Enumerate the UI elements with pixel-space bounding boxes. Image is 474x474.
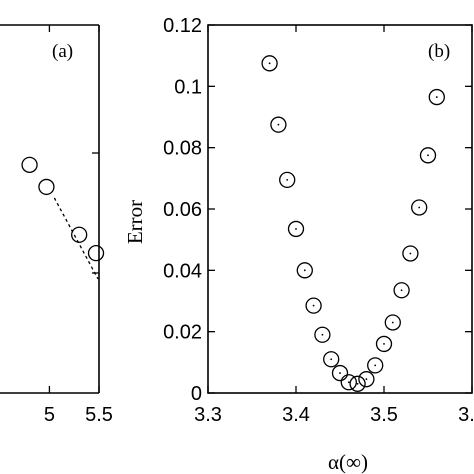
data-point (411, 199, 428, 216)
y-tick-label: 0 (191, 383, 202, 405)
data-point (375, 335, 393, 353)
data-point-circle (287, 220, 305, 238)
data-point-center (427, 154, 429, 157)
y-tick-label: 0.04 (163, 260, 202, 282)
data-point-center (435, 96, 438, 98)
x-tick-label: 3.4 (282, 404, 310, 426)
data-point-circle (358, 371, 375, 388)
panel-a-dashed-fit-line (53, 197, 99, 280)
data-point-circle (323, 351, 340, 368)
data-point-circle (384, 314, 401, 331)
data-point-center (268, 62, 271, 65)
data-point-circle (261, 55, 278, 72)
data-point-circle (375, 335, 393, 353)
data-point-circle (402, 245, 419, 262)
data-point (358, 371, 375, 388)
panel-a-points (21, 156, 105, 262)
data-point-circle (428, 88, 445, 106)
data-point-center (295, 228, 297, 230)
panel-a-frame (0, 24, 100, 394)
data-point (393, 282, 410, 299)
panel-a-data-point (38, 178, 55, 196)
data-point-circle (314, 326, 331, 343)
data-point (331, 364, 349, 382)
data-point-center (391, 321, 394, 324)
data-point-circle (419, 147, 437, 164)
data-point-circle (270, 116, 287, 133)
panel-a-x-tick-label: 5 (44, 404, 55, 426)
data-point (261, 55, 278, 72)
data-point-circle (349, 375, 366, 392)
data-point-circle (411, 199, 428, 216)
y-tick-label: 0.08 (163, 138, 202, 160)
data-point (296, 262, 313, 279)
panel-a-label: (a) (52, 41, 73, 62)
data-point-center (409, 252, 412, 255)
data-point (349, 375, 366, 392)
panel-b-label: (b) (428, 41, 450, 62)
data-point-circle (279, 171, 296, 189)
data-point (323, 351, 340, 368)
data-point-circle (340, 374, 357, 391)
data-point (384, 314, 401, 331)
data-point (270, 116, 287, 133)
data-point-center (356, 382, 359, 385)
data-point-center (383, 343, 385, 345)
panel-a-data-point (21, 156, 38, 173)
data-point-center (321, 333, 324, 336)
panel-b-frame (207, 24, 473, 394)
data-point-circle (331, 364, 349, 382)
data-point-circle (367, 357, 384, 374)
panel-a-ticks: 5 5.5 (44, 25, 113, 426)
panel-a-data-point (87, 245, 105, 262)
x-axis-label: α(∞) (328, 450, 368, 474)
data-point (279, 171, 296, 189)
panel-a-x-tick-label: 5.5 (85, 404, 113, 426)
panel-b-plot-border (207, 24, 473, 394)
y-tick-label: 0.12 (163, 15, 202, 37)
data-point-center (303, 269, 306, 272)
data-point-center (400, 289, 403, 292)
data-point-circle (393, 282, 410, 299)
data-point (340, 374, 357, 391)
data-point-center (330, 358, 333, 361)
data-point (305, 297, 322, 314)
data-point-center (277, 123, 280, 126)
data-point (428, 88, 445, 106)
data-point-center (312, 304, 315, 307)
y-tick-label: 0.1 (174, 76, 202, 98)
panel-b-points (261, 55, 445, 392)
data-point-circle (305, 297, 322, 314)
y-tick-label: 0.06 (163, 199, 202, 221)
data-point (287, 220, 305, 238)
data-point (419, 147, 437, 164)
data-point (402, 245, 419, 262)
data-point-center (365, 378, 368, 381)
panel-a-fit-line (53, 197, 99, 280)
data-point (367, 357, 384, 374)
data-point-center (374, 364, 377, 367)
y-axis-label: Error (123, 200, 147, 244)
data-point-circle (296, 262, 313, 279)
x-tick-label: 3.6 (458, 404, 474, 426)
data-point-center (339, 372, 341, 374)
data-point-center (286, 178, 289, 181)
panel-a-data-point (71, 226, 88, 243)
y-tick-label: 0.02 (163, 322, 202, 344)
data-point (314, 326, 331, 343)
panel-b-ticks: 0 0.02 0.04 0.06 0.08 0.1 0.12 3.3 3.4 3.5 3.6 (163, 15, 474, 426)
x-tick-label: 3.5 (370, 404, 398, 426)
panel-b-chart: 0 0.02 0.04 0.06 0.08 0.1 0.12 3.3 3.4 3.5 3.6 (b)… (123, 15, 474, 474)
data-point-center (418, 206, 421, 209)
x-tick-label: 3.3 (194, 404, 222, 426)
data-point-center (347, 381, 350, 384)
panel-a-chart: 5 5.5 (a) (0, 24, 113, 426)
